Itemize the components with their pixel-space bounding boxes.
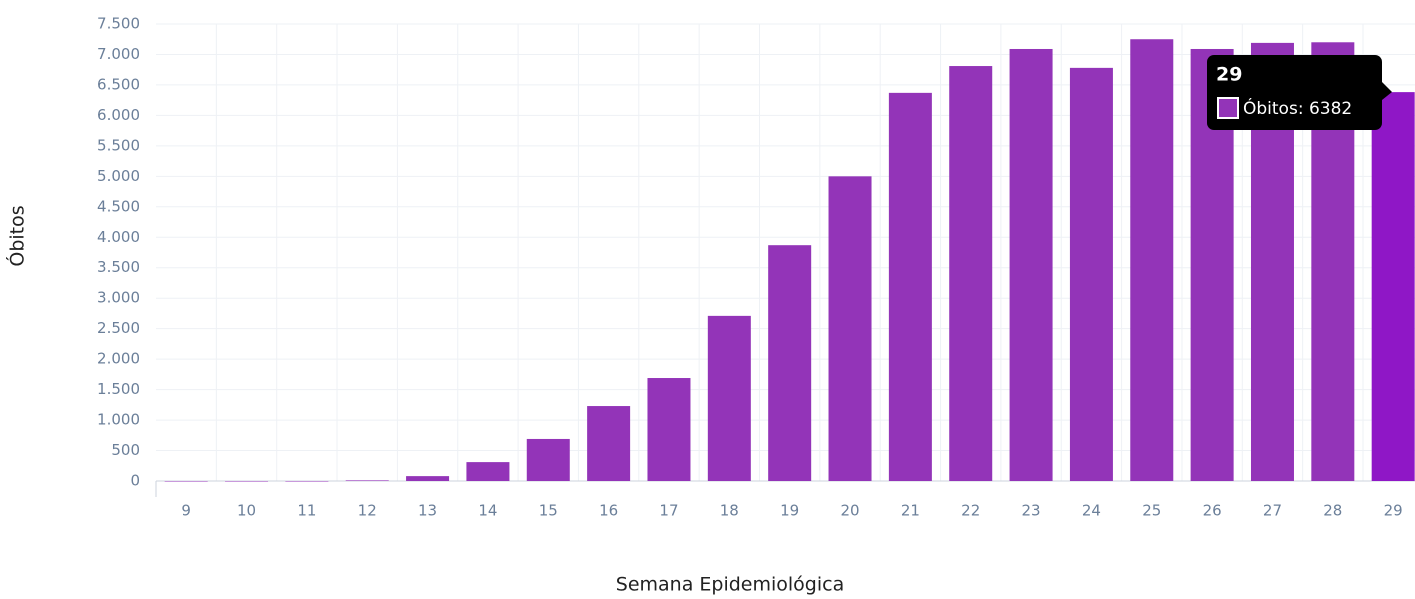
- x-tick-label: 13: [418, 502, 437, 520]
- x-tick-label: 27: [1263, 502, 1282, 520]
- tooltip-arrow: [1382, 82, 1392, 100]
- bar: [466, 462, 510, 481]
- bar: [406, 476, 450, 481]
- y-axis-title: Óbitos: [5, 205, 29, 266]
- y-tick-label: 0: [130, 472, 140, 490]
- bar: [1130, 39, 1174, 481]
- bar: [828, 176, 872, 482]
- tooltip: 29 Óbitos: 6382: [1207, 55, 1392, 130]
- bar: [647, 378, 691, 481]
- y-tick-label: 4.000: [97, 228, 140, 246]
- bar: [949, 66, 993, 481]
- y-tick-label: 2.500: [97, 319, 140, 337]
- y-tick-label: 4.500: [97, 197, 140, 215]
- x-tick-label: 14: [478, 502, 497, 520]
- x-tick-label: 19: [780, 502, 799, 520]
- y-tick-label: 5.000: [97, 167, 140, 185]
- grid: 0 500 1.000 1.500 2.000 2.500 3.000 3.500 4.000 4…: [97, 15, 1415, 520]
- bar: [888, 92, 932, 481]
- y-tick-label: 1.000: [97, 411, 140, 429]
- bar: [587, 406, 631, 481]
- y-tick-label: 5.500: [97, 136, 140, 154]
- y-tick-label: 7.000: [97, 45, 140, 63]
- bar: [1009, 48, 1053, 481]
- x-tick-label: 9: [181, 502, 191, 520]
- y-tick-label: 500: [111, 441, 140, 459]
- x-tick-label: 28: [1323, 502, 1342, 520]
- y-tick-label: 3.000: [97, 289, 140, 307]
- bar: [345, 480, 389, 481]
- y-tick-label: 1.500: [97, 380, 140, 398]
- x-tick-label: 16: [599, 502, 618, 520]
- bar: [285, 481, 329, 482]
- x-tick-label: 12: [358, 502, 377, 520]
- x-tick-label: 11: [297, 502, 316, 520]
- x-tick-label: 15: [539, 502, 558, 520]
- tooltip-text: Óbitos: 6382: [1243, 97, 1352, 119]
- x-tick-label: 24: [1082, 502, 1101, 520]
- x-axis-title: Semana Epidemiológica: [616, 574, 844, 596]
- y-tick-label: 6.000: [97, 106, 140, 124]
- x-tick-label: 17: [659, 502, 678, 520]
- y-tick-label: 6.500: [97, 75, 140, 93]
- x-tick-label: 22: [961, 502, 980, 520]
- bar: [1069, 67, 1113, 481]
- tooltip-box: [1207, 55, 1382, 130]
- x-tick-label: 26: [1203, 502, 1222, 520]
- y-tick-label: 7.500: [97, 15, 140, 33]
- x-tick-label: 29: [1384, 502, 1403, 520]
- y-tick-label: 3.500: [97, 258, 140, 276]
- x-tick-label: 25: [1142, 502, 1161, 520]
- bar: [225, 481, 269, 482]
- x-tick-label: 23: [1022, 502, 1041, 520]
- y-tick-label: 2.000: [97, 350, 140, 368]
- x-tick-label: 18: [720, 502, 739, 520]
- tooltip-swatch: [1217, 97, 1239, 119]
- bar: [768, 245, 812, 481]
- x-tick-label: 21: [901, 502, 920, 520]
- bar: [1371, 92, 1415, 481]
- bar: [526, 438, 570, 481]
- x-tick-label: 20: [840, 502, 859, 520]
- tooltip-title: 29: [1216, 64, 1242, 86]
- bar: [707, 315, 751, 481]
- bar: [164, 481, 208, 482]
- x-tick-label: 10: [237, 502, 256, 520]
